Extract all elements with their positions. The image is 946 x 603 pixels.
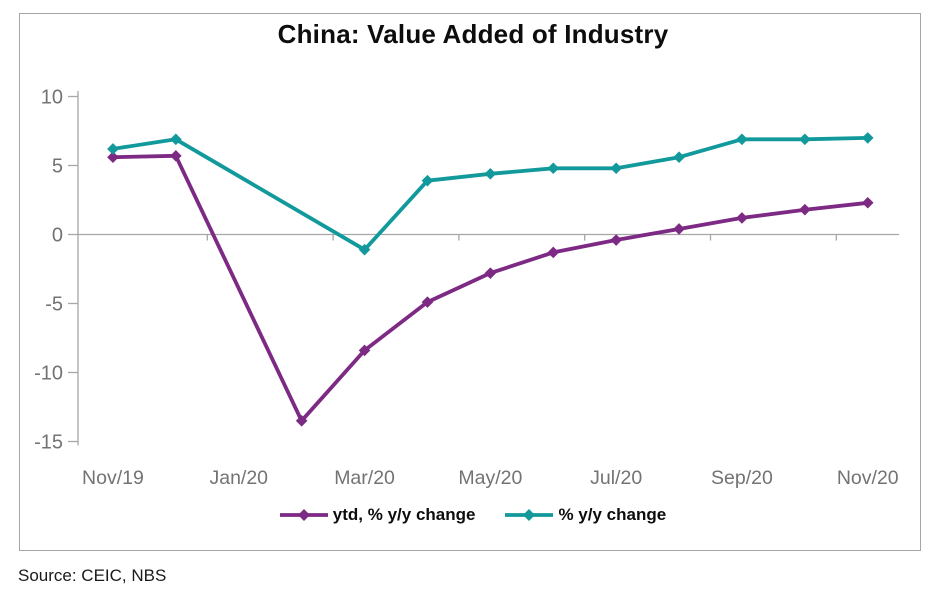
legend-diamond [297,509,310,521]
legend-diamond [523,509,536,521]
chart-frame [19,13,921,551]
legend-item-yoy[interactable]: % y/y change [505,505,666,525]
legend: ytd, % y/y change % y/y change [0,505,946,525]
line-diamond-marker-icon [505,509,554,521]
legend-label-ytd: ytd, % y/y change [332,505,476,524]
chart-title: China: Value Added of Industry [277,19,669,49]
source-note: Source: CEIC, NBS [18,566,167,585]
legend-item-ytd[interactable]: ytd, % y/y change [279,505,476,525]
legend-label-yoy: % y/y change [558,505,667,524]
line-diamond-marker-icon [279,509,328,521]
